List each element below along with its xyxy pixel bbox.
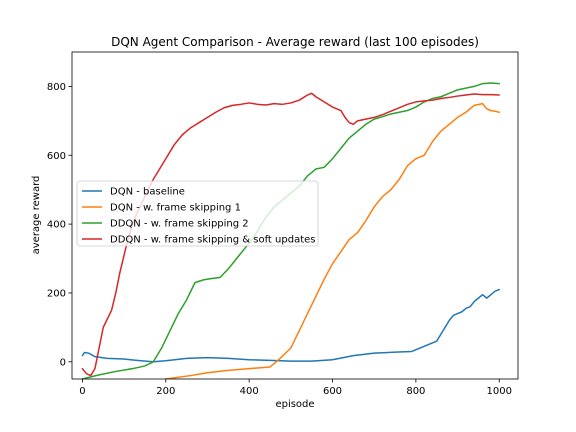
series-line-2 — [165, 102, 500, 379]
legend-box — [76, 180, 319, 247]
y-tick-label: 0 — [60, 357, 66, 368]
y-tick-label: 600 — [47, 151, 66, 162]
series-line-1 — [81, 288, 500, 363]
x-tick-label: 400 — [240, 386, 259, 397]
legend-label: DQN - baseline — [110, 187, 185, 198]
x-tick-label: 1000 — [487, 386, 512, 397]
y-tick-label: 400 — [47, 220, 66, 231]
x-axis: 0 200 400 600 800 1000 — [79, 379, 512, 397]
x-tick-label: 0 — [79, 386, 85, 397]
series-line-4 — [81, 92, 500, 377]
legend-label: DDQN - w. frame skipping 2 — [110, 219, 249, 230]
legend: DQN - baseline DQN - w. frame skipping 1 D… — [76, 180, 319, 247]
x-tick-label: 800 — [406, 386, 425, 397]
legend-label: DQN - w. frame skipping 1 — [110, 203, 241, 214]
y-tick-label: 200 — [47, 288, 66, 299]
y-axis: 0 200 400 600 800 — [47, 82, 72, 368]
y-axis-label: average reward — [31, 176, 42, 255]
x-axis-label: episode — [275, 399, 314, 410]
chart-title: DQN Agent Comparison - Average reward (l… — [111, 35, 479, 49]
y-tick-label: 800 — [47, 82, 66, 93]
x-tick-label: 200 — [156, 386, 175, 397]
x-tick-label: 600 — [323, 386, 342, 397]
plot-frame — [71, 51, 519, 380]
legend-label: DDQN - w. frame skipping & soft updates — [110, 235, 315, 246]
